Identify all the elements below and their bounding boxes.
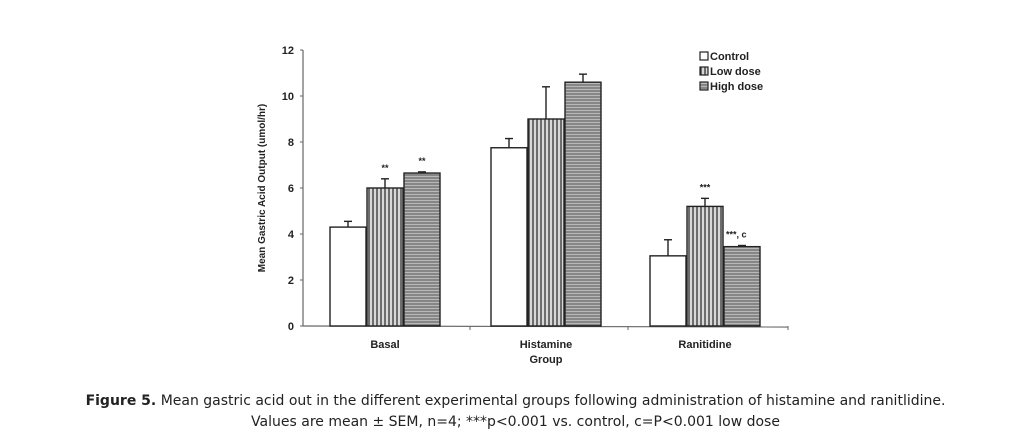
legend-swatch-low-dose xyxy=(699,66,709,76)
y-tick-label: 4 xyxy=(288,229,295,241)
bar-low-dose-basal xyxy=(366,187,404,327)
caption-line-1: Figure 5. Mean gastric acid out in the d… xyxy=(0,391,1031,412)
bar-chart: 0 2 4 6 8 10 12 Mean Gastric Acid Output (umol… xyxy=(257,45,789,366)
caption-text-1: Mean gastric acid out in the different e… xyxy=(156,393,946,409)
x-tick-label: Basal xyxy=(370,339,399,351)
x-tick-label: Ranitidine xyxy=(678,339,731,351)
legend-label: Control xyxy=(710,51,749,63)
bar-control-ranitidine xyxy=(649,255,687,327)
y-axis-label: Mean Gastric Acid Output (umol/hr) xyxy=(257,104,268,273)
legend-label: High dose xyxy=(710,81,763,93)
legend-swatch-high-dose xyxy=(699,81,709,91)
x-axis-label: Group xyxy=(530,354,563,366)
bar-control-histamine xyxy=(490,147,528,327)
significance-annotation: ***, c xyxy=(726,230,747,240)
bar-high-dose-histamine xyxy=(564,81,602,327)
x-tick-label: Histamine xyxy=(520,339,573,351)
y-tick-label: 10 xyxy=(282,91,294,103)
bar-high-dose-basal xyxy=(403,172,441,327)
figure-caption: Figure 5. Mean gastric acid out in the d… xyxy=(0,391,1031,433)
labels: Mean Gastric Acid Output (umol/hr) ** ** Ba… xyxy=(257,104,747,366)
figure-label: Figure 5. xyxy=(85,393,157,409)
significance-annotation: ** xyxy=(418,156,426,166)
bars xyxy=(329,73,761,327)
legend-label: Low dose xyxy=(710,66,761,78)
significance-annotation: *** xyxy=(700,182,711,192)
legend-swatch-control xyxy=(699,51,709,61)
bar-low-dose-histamine xyxy=(527,118,565,327)
bar-control-basal xyxy=(329,226,367,327)
caption-line-2: Values are mean ± SEM, n=4; ***p<0.001 v… xyxy=(251,414,780,430)
bar-high-dose-ranitidine xyxy=(723,245,761,327)
y-tick-label: 0 xyxy=(288,321,294,333)
y-tick-label: 2 xyxy=(288,275,294,287)
y-tick-label: 12 xyxy=(282,45,294,57)
y-tick-label: 6 xyxy=(288,183,294,195)
bar-low-dose-ranitidine xyxy=(686,205,724,327)
legend: Control Low dose High dose xyxy=(699,51,763,93)
y-tick-label: 8 xyxy=(288,137,294,149)
significance-annotation: ** xyxy=(381,163,389,173)
